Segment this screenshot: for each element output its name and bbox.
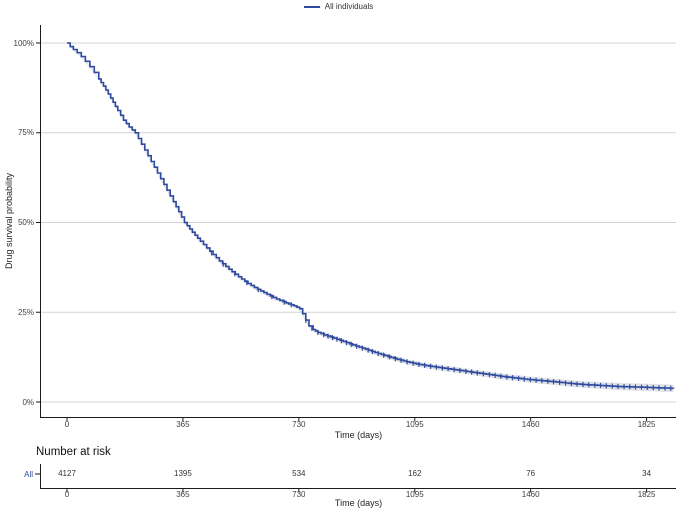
risk-count: 76 [526,469,536,478]
confidence-band [67,42,674,393]
risk-x-tick-label: 730 [292,490,306,499]
risk-count: 34 [642,469,652,478]
risk-x-axis-title: Time (days) [334,498,383,508]
legend: All individuals [0,1,677,13]
x-axis-title: Time (days) [334,430,383,440]
risk-x-tick-label: 0 [64,490,70,499]
x-tick-label: 365 [176,420,190,429]
legend-label: All individuals [324,2,374,11]
risk-x-tick-label: 365 [176,490,190,499]
x-tick-label: 1095 [405,420,424,429]
x-tick-label: 730 [292,420,306,429]
x-tick-label: 1460 [521,420,540,429]
legend-line-swatch [303,6,320,8]
y-tick-label: 0% [22,397,34,407]
risk-count: 1395 [174,469,192,478]
risk-row-label-all: All [24,470,33,479]
y-tick-label: 75% [17,128,34,138]
risk-count: 534 [292,469,306,478]
risk-x-tick-label: 1095 [405,490,424,499]
risk-count: 4127 [58,469,76,478]
y-tick-label: 100% [13,38,34,48]
km-curve [67,42,675,390]
risk-table-title: Number at risk [36,446,111,458]
x-tick-label: 0 [64,420,70,429]
x-tick-label: 1825 [637,420,656,429]
risk-x-tick-label: 1460 [521,490,540,499]
y-tick-label: 50% [17,218,34,227]
risk-count: 162 [408,469,422,478]
y-tick-label: 25% [17,307,34,317]
risk-x-tick-label: 1825 [637,490,656,499]
